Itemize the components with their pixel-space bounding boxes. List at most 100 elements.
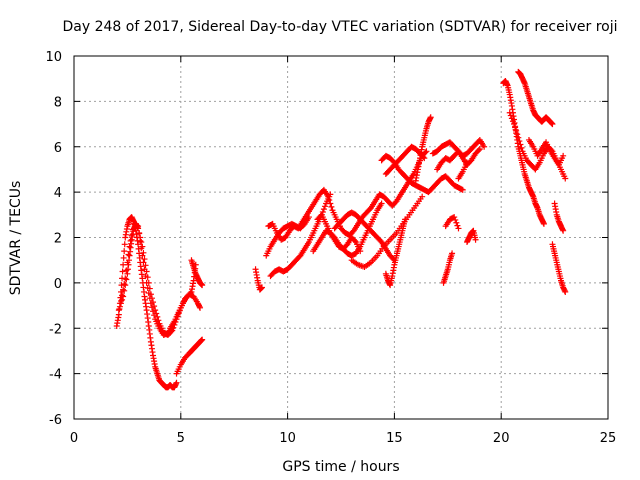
data-point [427,114,434,121]
data-point [481,143,488,150]
x-tick-label: 25 [600,431,617,446]
data-point [143,279,150,286]
y-tick-label: 8 [54,95,62,110]
data-point [464,159,471,166]
data-point [120,254,127,261]
data-point [305,214,312,221]
series-seg15 [382,216,409,289]
data-point [121,287,128,294]
x-tick-labels: 0 5 10 15 20 25 [70,431,616,446]
data-point [122,282,129,289]
data-point [120,286,127,293]
x-tick-label: 20 [493,431,510,446]
data-point [140,259,147,266]
y-tick-label: -2 [49,322,62,337]
data-point [560,152,567,159]
series-seg16 [378,152,466,196]
y-tick-label: 2 [54,232,62,247]
data-point [124,259,131,266]
data-point [121,241,128,248]
data-point [328,203,335,210]
data-point [507,112,514,119]
series-seg26 [515,68,556,128]
data-point [125,251,132,258]
data-point [326,197,333,204]
data-point [119,292,126,299]
data-point [540,220,547,227]
x-axis-label: GPS time / hours [282,459,399,475]
data-point [321,203,328,210]
data-point [139,252,146,259]
data-point [514,131,521,138]
data-point [138,245,145,252]
data-point [258,284,265,291]
data-point [327,200,334,207]
data-point [452,216,459,223]
data-point [115,307,122,314]
data-point [560,227,567,234]
data-point [128,232,135,239]
y-tick-label: -4 [49,368,62,383]
data-point [116,303,123,310]
data-point [511,121,518,128]
data-point [475,147,482,154]
data-point [517,141,524,148]
data-point [140,249,147,256]
series-seg4 [173,336,206,377]
data-point [147,300,154,307]
x-tick-label: 10 [279,431,296,446]
data-point [419,193,426,200]
series-seg23 [464,227,479,246]
data-point [151,312,158,319]
data-point [146,295,153,302]
data-point [138,239,145,246]
data-point [319,208,326,215]
chart-title: Day 248 of 2017, Sidereal Day-to-day VTE… [62,19,617,35]
data-point [148,304,155,311]
y-axis-label: SDTVAR / TECUs [8,181,24,296]
y-tick-label: 6 [54,141,62,156]
series-seg24 [455,159,471,182]
data-point [506,109,513,116]
plot-frame [73,55,609,420]
data-point [320,206,327,213]
series-seg18 [412,114,434,184]
series-seg8 [267,191,334,280]
data-point [518,144,525,151]
data-point [120,293,127,300]
data-point [423,148,430,155]
data-point [119,268,126,275]
data-point [513,127,520,134]
data-point [135,223,142,230]
data-point [129,226,136,233]
data-point [549,121,556,128]
data-point [173,379,180,386]
series-seg1 [113,214,180,391]
series-seg2 [115,220,204,339]
series-seg7 [252,266,265,293]
series-seg10 [263,214,312,259]
data-point [515,134,522,141]
series-seg22 [442,214,462,232]
series-seg14 [348,193,426,270]
data-point [150,308,157,315]
data-point [512,124,519,131]
x-tick-label: 15 [386,431,403,446]
series-seg21 [440,250,456,286]
data-point [117,298,124,305]
data-point [378,200,385,207]
data-point [136,230,143,237]
data-point [187,290,194,297]
data-point [516,138,523,145]
series-seg20 [434,146,483,173]
data-point [402,216,409,223]
data-point [449,250,456,257]
data-point [197,304,204,311]
data-point [508,115,515,122]
data-point [562,288,569,295]
data-point [137,237,144,244]
data-point [122,275,129,282]
data-point [455,225,462,232]
data-point [144,284,151,291]
data-point [199,336,206,343]
